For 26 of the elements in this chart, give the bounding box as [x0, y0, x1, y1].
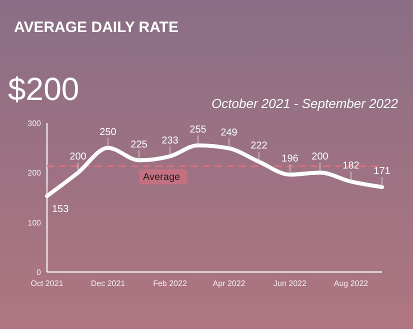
chart-title: AVERAGE DAILY RATE	[14, 19, 178, 36]
text: October 2021 - September 2022	[212, 96, 399, 111]
x-tick-label: Oct 2021	[30, 279, 64, 288]
chart-subtitle: $200	[8, 71, 80, 107]
data-label: 200	[312, 152, 329, 163]
data-label: 200	[70, 152, 87, 163]
x-tick-label: Apr 2022	[212, 279, 246, 288]
x-tick-label: Feb 2022	[153, 279, 188, 288]
data-label: 153	[52, 204, 70, 216]
ref-line-label: Average	[143, 172, 181, 184]
y-tick-label: 300	[28, 119, 42, 128]
data-label: 233	[162, 135, 179, 146]
x-tick-label: Jun 2022	[274, 279, 308, 288]
y-tick-label: 0	[36, 268, 42, 277]
data-label: 171	[374, 166, 391, 178]
x-tick-label: Aug 2022	[334, 279, 369, 288]
data-label: 222	[250, 140, 268, 152]
data-label: 196	[282, 154, 299, 165]
data-label: 250	[100, 126, 117, 138]
data-label: 255	[190, 124, 207, 136]
data-label: 182	[342, 160, 360, 172]
x-tick-label: Dec 2021	[90, 279, 126, 288]
y-tick-label: 100	[28, 218, 42, 228]
y-tick-label: 200	[28, 168, 42, 178]
data-label: 225	[130, 139, 148, 150]
data-label: 249	[220, 127, 238, 138]
